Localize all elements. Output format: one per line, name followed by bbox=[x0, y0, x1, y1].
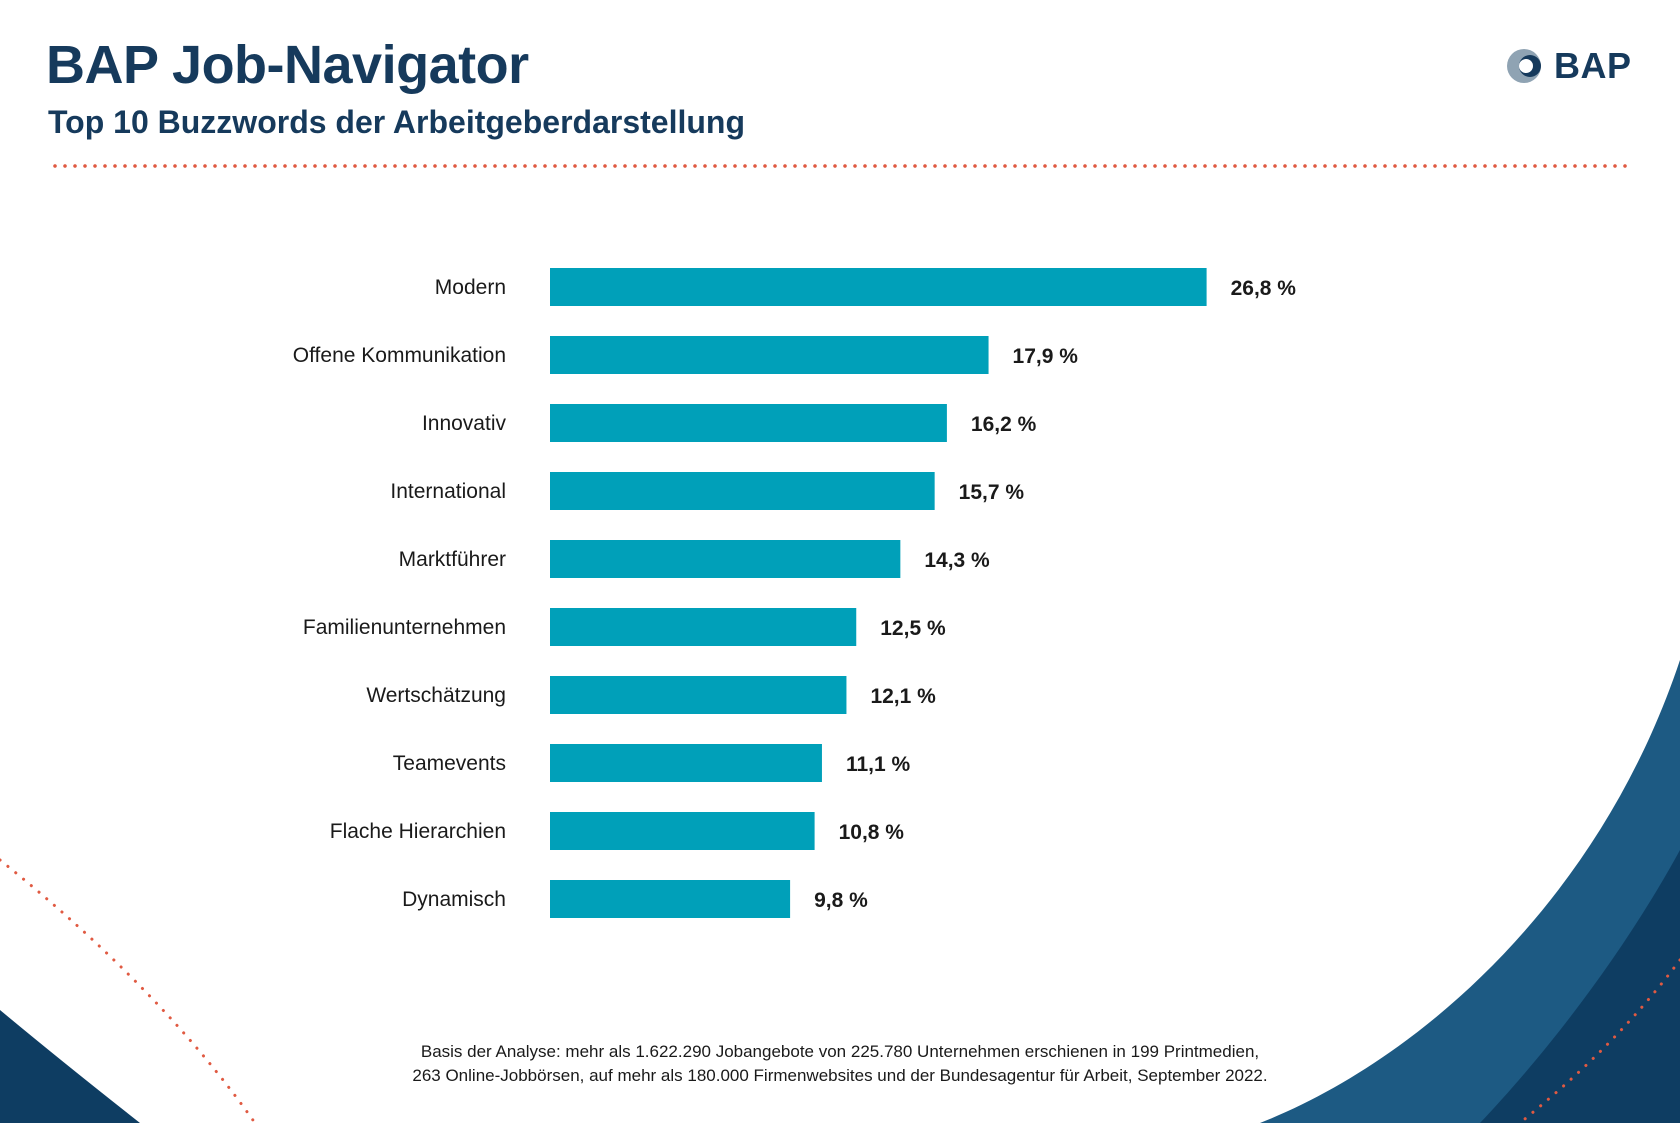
category-label: Marktführer bbox=[399, 548, 506, 571]
value-label: 16,2 % bbox=[971, 413, 1037, 436]
value-label: 10,8 % bbox=[839, 821, 905, 844]
footnote-line-1: Basis der Analyse: mehr als 1.622.290 Jo… bbox=[420, 1042, 1260, 1061]
value-label: 17,9 % bbox=[1013, 345, 1079, 368]
value-label: 26,8 % bbox=[1231, 277, 1297, 300]
bar bbox=[550, 336, 989, 374]
bar bbox=[550, 812, 815, 850]
bar bbox=[550, 268, 1207, 306]
bap-logo: BAP bbox=[1506, 44, 1632, 88]
bar bbox=[550, 472, 935, 510]
category-label: Innovativ bbox=[422, 412, 507, 435]
page-subtitle: Top 10 Buzzwords der Arbeitgeberdarstell… bbox=[48, 104, 745, 140]
footnote-line-2: 263 Online-Jobbörsen, auf mehr als 180.0… bbox=[412, 1066, 1268, 1085]
wave-bottom-right-dark bbox=[1480, 850, 1680, 1123]
dotted-divider bbox=[50, 164, 1630, 168]
category-label: Flache Hierarchien bbox=[330, 820, 506, 843]
category-label: Dynamisch bbox=[402, 888, 506, 911]
category-label: Familienunternehmen bbox=[303, 616, 506, 639]
wave-bottom-left bbox=[0, 1010, 140, 1123]
value-label: 15,7 % bbox=[959, 481, 1025, 504]
value-label: 12,1 % bbox=[870, 685, 936, 708]
category-label: Teamevents bbox=[393, 752, 506, 775]
value-label: 14,3 % bbox=[924, 549, 990, 572]
bar bbox=[550, 404, 947, 442]
value-label: 9,8 % bbox=[814, 889, 868, 912]
value-label: 11,1 % bbox=[846, 753, 911, 776]
bap-logo-text: BAP bbox=[1554, 45, 1632, 86]
category-label: International bbox=[390, 480, 506, 503]
bar bbox=[550, 540, 901, 578]
value-label: 12,5 % bbox=[880, 617, 946, 640]
bar bbox=[550, 744, 822, 782]
bar bbox=[550, 608, 857, 646]
bar bbox=[550, 676, 847, 714]
category-label: Offene Kommunikation bbox=[293, 344, 506, 367]
page-title: BAP Job-Navigator bbox=[46, 35, 529, 95]
dotted-arc-right bbox=[1518, 958, 1680, 1123]
category-label: Modern bbox=[435, 276, 506, 299]
category-label: Wertschätzung bbox=[366, 684, 506, 707]
wave-bottom-right-mid bbox=[1260, 660, 1680, 1123]
dotted-arc-left bbox=[0, 858, 257, 1123]
bar bbox=[550, 880, 791, 918]
bap-logo-icon bbox=[1507, 49, 1541, 83]
